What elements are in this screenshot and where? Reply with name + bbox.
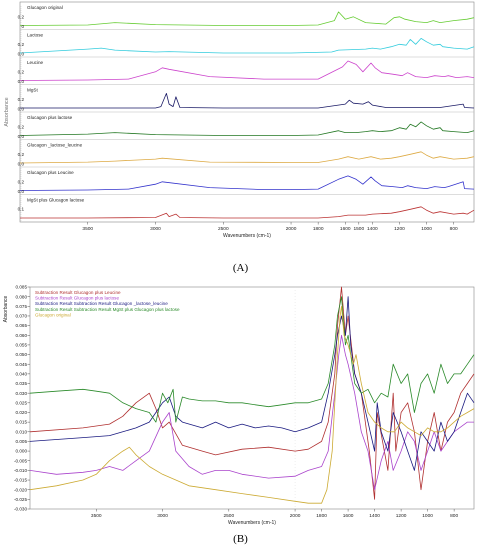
x-tick-label: 1600: [343, 513, 354, 519]
legend-entry: Glucagon original: [35, 312, 71, 317]
spectrum-glucagon-lactose-leucine: [19, 151, 475, 164]
y-tick-label: 0.005: [16, 439, 28, 444]
x-tick-label: 1200: [396, 513, 407, 519]
y-tick-label: 0.0: [18, 79, 25, 84]
y-tick-label: 0.060: [16, 333, 28, 338]
x-tick-label: 3000: [150, 226, 161, 232]
spectrum-subtraction-result-glucagon-plus-leucine: [29, 286, 475, 500]
caption-b: (B): [233, 533, 248, 545]
x-axis-label: Wavenumbers (cm-1): [228, 520, 276, 526]
series-label-mgst: MgSt: [27, 88, 38, 93]
legend-entry: Subtraction Result Glucagon plus lactose: [35, 296, 119, 301]
x-tick-label: 800: [450, 513, 458, 519]
spectrum-mgst: [20, 93, 475, 109]
y-tick-label: 0.2: [18, 14, 25, 19]
x-tick-label: 2500: [218, 226, 229, 232]
spectrum-subtraction-result-subtraction-result-glucagon-lactose-leucine: [29, 296, 475, 471]
x-tick-label: 1800: [316, 513, 327, 519]
x-tick-label: 3500: [91, 513, 102, 519]
y-tick-label: -0.015: [14, 478, 27, 483]
legend-entry: Subtraction Result Glucagon plus Leucine: [35, 290, 121, 295]
plot-frame: [29, 286, 475, 510]
series-label-lactose: Lactose: [27, 33, 44, 38]
legend-entry: Subtraction Result Subtraction Result Gl…: [35, 301, 168, 306]
y-tick-label: 0.065: [16, 323, 28, 328]
y-axis-label: Absorbance: [4, 97, 10, 126]
spectrum-lactose: [19, 38, 475, 54]
x-tick-label: 1000: [422, 513, 433, 519]
y-tick-label: 0.0: [18, 162, 25, 167]
y-tick-label: -0.020: [14, 487, 27, 492]
y-tick-label: -0.010: [14, 468, 27, 473]
panel-b-svg: 0.085 0.080 0.075 0.070 0.065 0.060 0.055 0.050…: [3, 285, 475, 526]
y-tick-label: 0.055: [16, 343, 28, 348]
y-tick-label: 0.075: [16, 304, 28, 309]
y-tick-label: -0.030: [14, 507, 27, 512]
y-tick-label: 0.010: [16, 429, 28, 434]
spectrum-glucagon-original: [29, 305, 475, 504]
y-tick-label: 0.015: [16, 420, 28, 425]
spectrum-mgst-plus-glucagon-lactose: [20, 206, 475, 219]
x-tick-label: 1000: [421, 226, 432, 232]
x-tick-label: 800: [450, 226, 458, 232]
x-tick-label: 1600: [340, 226, 351, 232]
y-tick-label: 0.1: [18, 206, 25, 211]
x-tick-label: 1200: [394, 226, 405, 232]
y-tick-label: 0.030: [16, 391, 28, 396]
x-tick-label: 1400: [367, 226, 378, 232]
y-tick-label: 0.2: [18, 97, 25, 102]
y-tick-label: 0.085: [16, 285, 28, 290]
y-tick-label: 0.0: [18, 52, 25, 57]
y-tick-label: 0.035: [16, 381, 28, 386]
x-tick-label: 3500: [82, 226, 93, 232]
y-tick-label: 0.045: [16, 362, 28, 367]
y-tick-label: 0.050: [16, 352, 28, 357]
series-label-mgst-plus-glucagon-lactose: MgSt plus Glucagon lactose: [27, 198, 85, 203]
y-tick-label: 0.070: [16, 314, 28, 319]
y-tick-label: -0.025: [14, 497, 27, 502]
y-tick-label: 0.2: [18, 152, 25, 157]
series-label-glucagon-lactose-leucine: Glucagon _lactose_leucine: [27, 143, 83, 148]
y-tick-label: 0.0: [18, 107, 25, 112]
y-tick-label: 0: [21, 24, 24, 29]
x-tick-label: 1500: [353, 226, 364, 232]
y-tick-label: 0.0: [18, 189, 25, 194]
x-tick-label: 2500: [223, 513, 234, 519]
y-axis-label: Absorbance: [3, 295, 9, 322]
y-tick-label: 0.2: [18, 42, 25, 47]
x-tick-label: 1400: [369, 513, 380, 519]
spectrum-subtraction-result-subtraction-result-mgst-plus-glucagon-plus-lactose: [29, 296, 475, 423]
x-tick-label: 2000: [286, 226, 297, 232]
y-tick-label: 0.0: [18, 134, 25, 139]
series-label-glucagon-original: Glucagon original: [27, 5, 63, 10]
y-tick-label: 0.000: [16, 449, 28, 454]
y-tick-label: 0.2: [18, 124, 25, 129]
y-tick-label: -0.005: [14, 458, 27, 463]
y-tick-label: 0.040: [16, 371, 28, 376]
legend-entry: Subtraction Result Subtraction Result Mg…: [35, 307, 180, 312]
series-label-leucine: Leucine: [27, 60, 44, 65]
x-tick-label: 1800: [313, 226, 324, 232]
y-tick-label: 0.2: [18, 69, 25, 74]
series-label-glucagon-plus-leucine: Glucagon plus Leucine: [27, 170, 74, 175]
spectrum-glucagon-original: [19, 11, 475, 26]
spectrum-leucine: [19, 60, 475, 81]
y-tick-label: 0.025: [16, 400, 28, 405]
x-axis-label: Wavenumbers (cm-1): [223, 233, 271, 239]
spectrum-glucagon-plus-lactose: [19, 121, 475, 136]
caption-a: (A): [232, 262, 249, 274]
spectrum-glucagon-plus-leucine: [19, 175, 475, 191]
x-tick-label: 3000: [157, 513, 168, 519]
y-tick-label: 0.020: [16, 410, 28, 415]
series-label-glucagon-plus-lactose: Glucagon plus lactose: [27, 115, 73, 120]
y-tick-label: 0.2: [18, 179, 25, 184]
x-tick-label: 2000: [290, 513, 301, 519]
y-tick-label: 0.080: [16, 294, 28, 299]
